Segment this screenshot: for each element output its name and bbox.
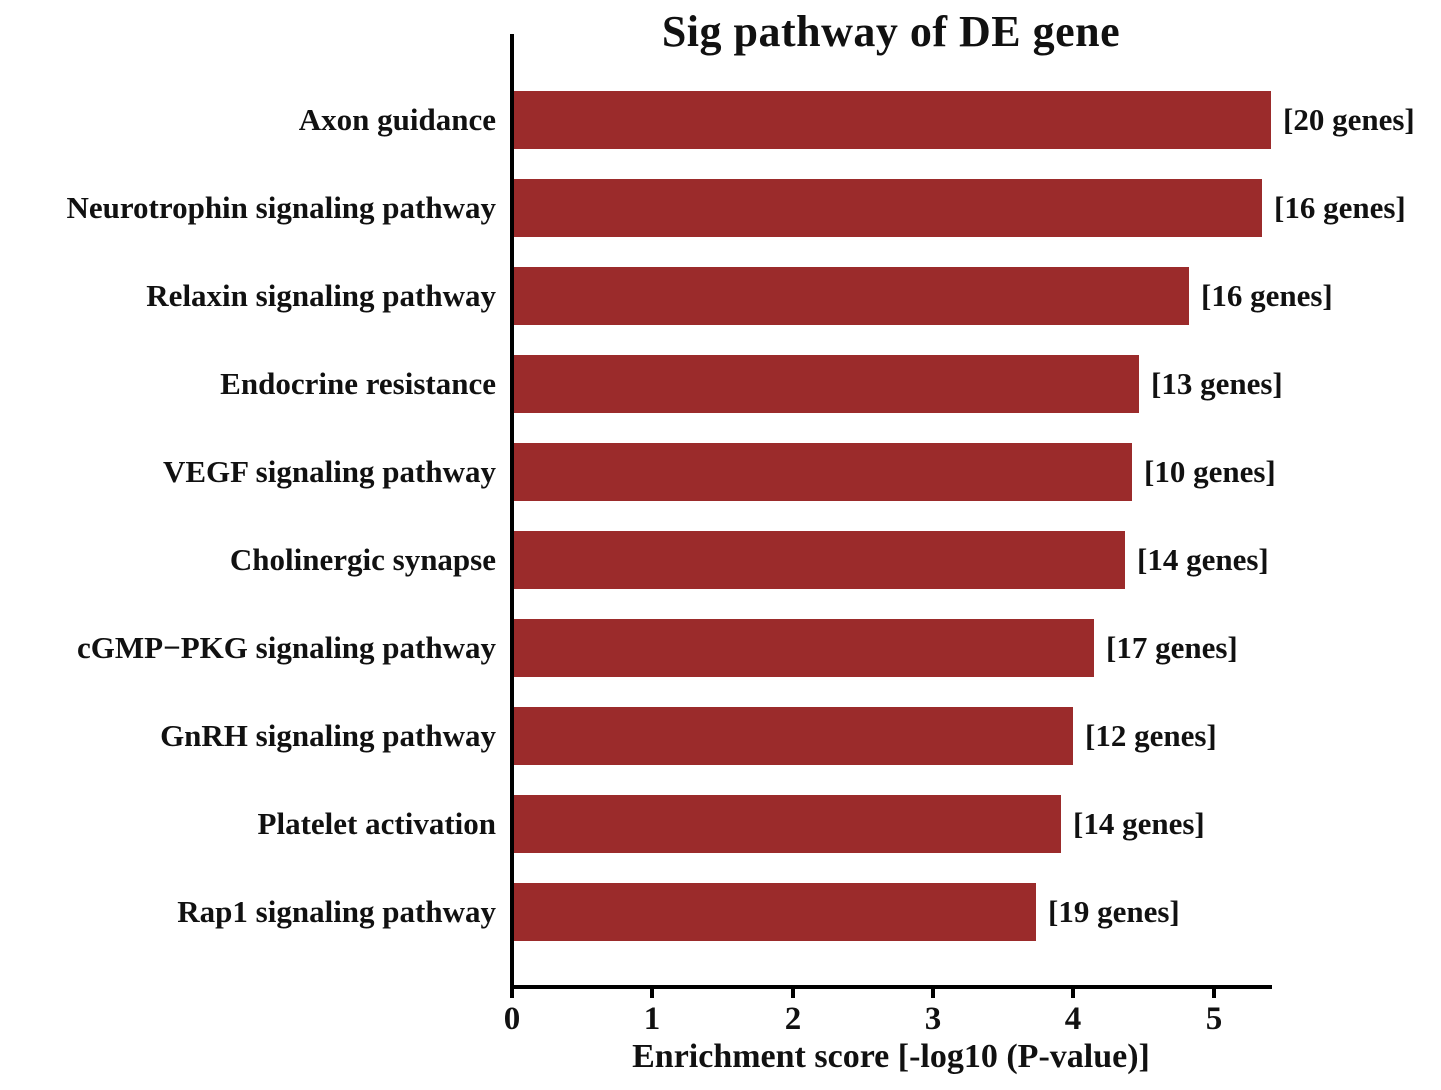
bar-row: Neurotrophin signaling pathway [16 genes]	[66, 164, 1406, 252]
bar-row: VEGF signaling pathway [10 genes]	[163, 428, 1276, 516]
category-label: GnRH signaling pathway	[160, 718, 496, 753]
chart-title: Sig pathway of DE gene	[661, 7, 1121, 56]
x-tick-mark	[791, 985, 795, 998]
gene-count-label: [10 genes]	[1144, 454, 1276, 489]
gene-count-label: [14 genes]	[1073, 806, 1205, 841]
category-label: Cholinergic synapse	[229, 542, 496, 577]
bar-rows: Axon guidance [20 genes] Neurotrophin sign…	[66, 76, 1415, 956]
category-label: Rap1 signaling pathway	[177, 894, 496, 929]
bar	[514, 531, 1125, 589]
category-label: Relaxin signaling pathway	[146, 278, 496, 313]
bar-row: Relaxin signaling pathway [16 genes]	[146, 252, 1333, 340]
bar	[514, 707, 1073, 765]
bar	[514, 91, 1271, 149]
category-label: Platelet activation	[257, 806, 496, 841]
x-tick-label: 1	[643, 1001, 661, 1037]
gene-count-label: [13 genes]	[1151, 366, 1283, 401]
x-axis-ticks: 0 1 2 3 4 5	[504, 985, 1272, 1045]
x-tick-mark	[1212, 985, 1216, 998]
gene-count-label: [14 genes]	[1137, 542, 1269, 577]
bar	[514, 179, 1262, 237]
x-tick-label: 0	[503, 1001, 521, 1037]
gene-count-label: [20 genes]	[1283, 102, 1415, 137]
x-tick-mark	[931, 985, 935, 998]
x-tick-label: 5	[1205, 1001, 1223, 1037]
gene-count-label: [19 genes]	[1048, 894, 1180, 929]
category-label: Neurotrophin signaling pathway	[66, 190, 496, 225]
bar-row: Endocrine resistance [13 genes]	[220, 340, 1283, 428]
x-axis-line	[510, 985, 1272, 989]
bar-row: Axon guidance [20 genes]	[299, 76, 1415, 164]
bar	[514, 883, 1036, 941]
bar	[514, 795, 1061, 853]
x-tick-label: 3	[924, 1001, 942, 1037]
x-tick-mark	[1071, 985, 1075, 998]
category-label: VEGF signaling pathway	[162, 454, 496, 489]
gene-count-label: [16 genes]	[1274, 190, 1406, 225]
y-axis-line	[510, 34, 514, 985]
category-label: Axon guidance	[298, 102, 496, 137]
x-axis-label: Enrichment score [-log10 (P-value)]	[632, 1038, 1150, 1075]
gene-count-label: [16 genes]	[1201, 278, 1333, 313]
bar-row: Cholinergic synapse [14 genes]	[230, 516, 1272, 604]
x-tick-mark	[510, 985, 514, 998]
bar-row: Rap1 signaling pathway [19 genes]	[177, 868, 1272, 956]
bar-row: Platelet activation [14 genes]	[258, 780, 1272, 868]
x-tick-label: 2	[784, 1001, 802, 1037]
bar	[514, 619, 1094, 677]
plot-area: Axon guidance [20 genes] Neurotrophin sign…	[66, 34, 1415, 1037]
x-tick-mark	[650, 985, 654, 998]
gene-count-label: [12 genes]	[1085, 718, 1217, 753]
x-tick-label: 4	[1064, 1001, 1082, 1037]
gene-count-label: [17 genes]	[1106, 630, 1238, 665]
category-label: cGMP−PKG signaling pathway	[77, 630, 496, 665]
bar	[514, 355, 1139, 413]
bar-row: GnRH signaling pathway [12 genes]	[160, 692, 1272, 780]
bar-row: cGMP−PKG signaling pathway [17 genes]	[77, 604, 1272, 692]
bar	[514, 443, 1132, 501]
category-label: Endocrine resistance	[220, 366, 496, 401]
bar	[514, 267, 1189, 325]
